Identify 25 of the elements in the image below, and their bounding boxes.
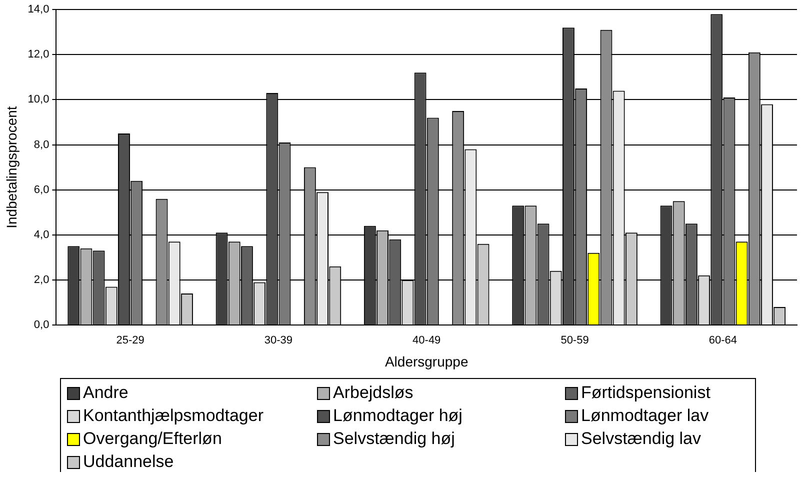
x-tick-label: 60-64: [708, 334, 737, 347]
y-tick-label: 8,0: [34, 138, 50, 151]
x-tick-label: 25-29: [116, 334, 144, 347]
legend-label: Selvstændig lav: [581, 429, 702, 449]
y-tick-label: 6,0: [34, 184, 50, 196]
legend-label: Arbejdsløs: [333, 383, 414, 403]
y-tick-label: 2,0: [34, 274, 50, 286]
y-tick-label: 0,0: [34, 319, 50, 332]
legend-label: Uddannelse: [83, 452, 174, 472]
y-tick-label: 10,0: [28, 94, 50, 106]
legend-label: Førtidspensionist: [581, 383, 710, 403]
legend-label: Overgang/Efterløn: [83, 429, 222, 449]
legend-label: Lønmodtager lav: [581, 406, 709, 426]
legend-label: Andre: [83, 383, 128, 403]
x-tick-label: 30-39: [264, 334, 293, 347]
legend-label: Selvstændig høj: [333, 429, 455, 449]
y-tick-label: 4,0: [34, 228, 50, 241]
y-tick-label: 14,0: [28, 4, 50, 16]
y-axis-title: Indbetalingsprocent: [3, 106, 20, 228]
x-tick-label: 40-49: [412, 334, 441, 347]
legend-label: Kontanthjælpsmodtager: [83, 406, 264, 426]
legend-label: Lønmodtager høj: [333, 406, 462, 426]
x-axis-title: Aldersgruppe: [384, 353, 468, 370]
x-tick-label: 50-59: [560, 334, 589, 347]
y-tick-label: 12,0: [28, 48, 50, 61]
